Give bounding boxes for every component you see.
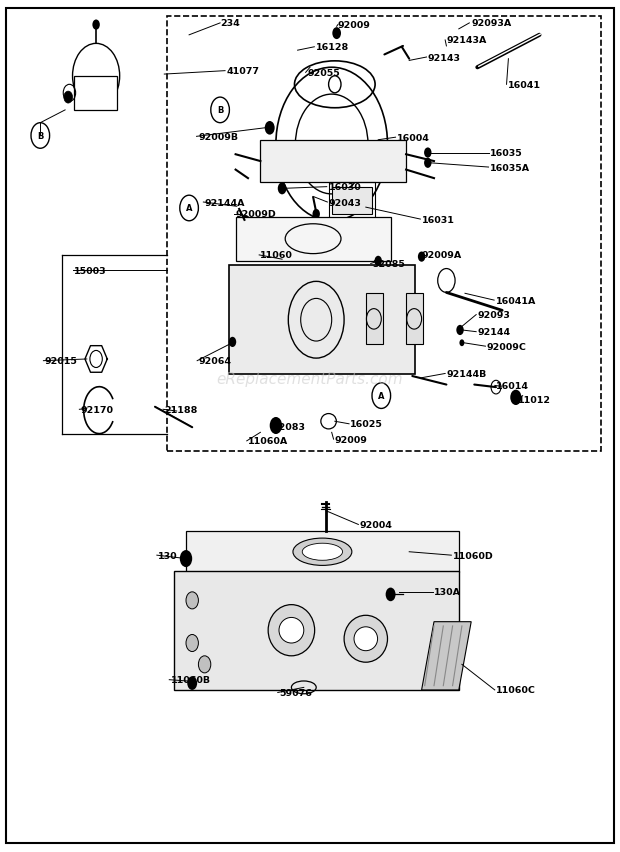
Text: 16035: 16035 <box>490 149 523 158</box>
FancyBboxPatch shape <box>74 77 117 111</box>
Circle shape <box>198 656 211 673</box>
Text: eReplacementParts.com: eReplacementParts.com <box>216 371 404 387</box>
Text: 92043: 92043 <box>329 199 361 207</box>
Text: 16041: 16041 <box>508 81 541 89</box>
Text: 92170: 92170 <box>81 406 113 414</box>
Text: 41077: 41077 <box>226 67 259 76</box>
Circle shape <box>186 592 198 609</box>
Text: 59076: 59076 <box>279 688 312 697</box>
Circle shape <box>229 337 236 348</box>
Text: 92144A: 92144A <box>205 199 245 207</box>
Text: 11060C: 11060C <box>496 686 536 694</box>
Ellipse shape <box>344 615 388 663</box>
Circle shape <box>374 256 382 267</box>
Text: 15003: 15003 <box>74 267 107 275</box>
Text: 92143A: 92143A <box>446 37 487 45</box>
Circle shape <box>64 92 73 104</box>
Ellipse shape <box>354 627 378 651</box>
FancyBboxPatch shape <box>236 217 391 262</box>
Circle shape <box>424 158 432 169</box>
Circle shape <box>424 148 432 158</box>
FancyBboxPatch shape <box>260 141 406 183</box>
Ellipse shape <box>321 414 336 429</box>
Circle shape <box>332 28 341 40</box>
FancyBboxPatch shape <box>366 294 383 345</box>
Circle shape <box>418 252 425 262</box>
Circle shape <box>329 77 341 94</box>
Text: 16031: 16031 <box>422 216 454 224</box>
Text: 32085: 32085 <box>372 260 405 268</box>
Circle shape <box>92 20 100 31</box>
Text: 92093: 92093 <box>477 311 510 320</box>
Text: A: A <box>378 392 384 400</box>
Circle shape <box>312 210 320 220</box>
Text: 11060: 11060 <box>260 251 293 260</box>
Circle shape <box>187 676 197 690</box>
Text: A: A <box>186 204 192 213</box>
Text: B: B <box>37 132 43 141</box>
Text: 16030: 16030 <box>329 183 361 192</box>
Text: 16025: 16025 <box>350 420 383 429</box>
Ellipse shape <box>303 544 342 561</box>
Text: 16014: 16014 <box>496 382 529 390</box>
Text: 92009A: 92009A <box>422 251 462 260</box>
Text: 92064: 92064 <box>198 357 231 366</box>
Text: 130: 130 <box>158 551 178 560</box>
Text: 16041A: 16041A <box>496 296 536 305</box>
Text: 92144B: 92144B <box>446 370 487 378</box>
Circle shape <box>456 325 464 336</box>
Text: 92055: 92055 <box>308 69 340 78</box>
FancyBboxPatch shape <box>174 571 459 690</box>
Text: 16004: 16004 <box>397 134 430 142</box>
Polygon shape <box>422 622 471 690</box>
Ellipse shape <box>293 538 352 566</box>
Circle shape <box>510 390 521 406</box>
FancyBboxPatch shape <box>332 187 372 215</box>
Circle shape <box>386 588 396 602</box>
Text: 11012: 11012 <box>518 395 551 404</box>
Text: 92143: 92143 <box>428 54 461 62</box>
Text: 92004: 92004 <box>360 521 392 529</box>
FancyBboxPatch shape <box>406 294 423 345</box>
Text: B: B <box>217 106 223 115</box>
Circle shape <box>278 183 286 195</box>
Text: 130A: 130A <box>434 588 461 596</box>
Circle shape <box>265 122 275 135</box>
Text: 92009: 92009 <box>335 435 368 444</box>
Circle shape <box>270 417 282 435</box>
Text: 92009B: 92009B <box>198 133 239 141</box>
Text: 92009C: 92009C <box>487 343 526 351</box>
Text: 16128: 16128 <box>316 43 350 52</box>
Circle shape <box>186 635 198 652</box>
Text: 92083: 92083 <box>273 423 306 431</box>
Text: 21188: 21188 <box>164 406 198 414</box>
Text: 92009D: 92009D <box>236 210 277 219</box>
Text: 92015: 92015 <box>45 357 78 366</box>
FancyBboxPatch shape <box>229 266 415 375</box>
Text: 92144: 92144 <box>477 328 510 337</box>
Text: 11060D: 11060D <box>453 551 494 560</box>
Text: 11060B: 11060B <box>170 676 211 684</box>
Text: 16035A: 16035A <box>490 164 530 172</box>
Circle shape <box>459 340 464 347</box>
Text: 92009: 92009 <box>338 21 371 30</box>
Text: 234: 234 <box>220 20 240 28</box>
Text: 92093A: 92093A <box>471 20 511 28</box>
FancyBboxPatch shape <box>186 532 459 573</box>
Ellipse shape <box>268 605 314 656</box>
Text: 11060A: 11060A <box>248 437 288 446</box>
Ellipse shape <box>279 618 304 643</box>
Circle shape <box>180 550 192 567</box>
